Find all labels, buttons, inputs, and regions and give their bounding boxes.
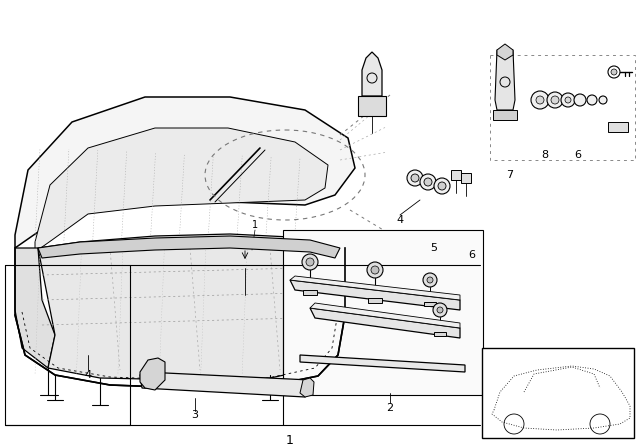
Polygon shape bbox=[140, 358, 165, 390]
Polygon shape bbox=[290, 276, 460, 300]
Circle shape bbox=[433, 303, 447, 317]
Bar bbox=[608, 122, 628, 132]
Circle shape bbox=[547, 92, 563, 108]
Bar bbox=[283, 230, 483, 395]
Polygon shape bbox=[362, 52, 382, 96]
Circle shape bbox=[423, 273, 437, 287]
Circle shape bbox=[437, 307, 443, 313]
Polygon shape bbox=[300, 378, 314, 397]
Text: 8: 8 bbox=[541, 150, 548, 160]
Text: 6: 6 bbox=[575, 150, 582, 160]
Circle shape bbox=[587, 95, 597, 105]
Circle shape bbox=[551, 96, 559, 104]
Polygon shape bbox=[300, 355, 465, 372]
Text: 1: 1 bbox=[252, 220, 258, 230]
Circle shape bbox=[434, 178, 450, 194]
Circle shape bbox=[565, 97, 571, 103]
Bar bbox=[482, 348, 634, 438]
Bar bbox=[493, 110, 517, 120]
Circle shape bbox=[424, 178, 432, 186]
Circle shape bbox=[531, 91, 549, 109]
Circle shape bbox=[561, 93, 575, 107]
Circle shape bbox=[574, 94, 586, 106]
Polygon shape bbox=[35, 128, 328, 252]
Circle shape bbox=[599, 96, 607, 104]
Bar bbox=[461, 173, 471, 183]
Polygon shape bbox=[310, 303, 460, 328]
Circle shape bbox=[302, 254, 318, 270]
Bar bbox=[424, 302, 436, 306]
Circle shape bbox=[367, 262, 383, 278]
Text: 4: 4 bbox=[84, 370, 92, 380]
Bar bbox=[358, 96, 386, 116]
Polygon shape bbox=[38, 234, 340, 380]
Circle shape bbox=[611, 69, 617, 75]
Polygon shape bbox=[15, 248, 55, 368]
Polygon shape bbox=[497, 44, 513, 60]
Polygon shape bbox=[310, 308, 460, 338]
Text: 1: 1 bbox=[286, 434, 294, 447]
Circle shape bbox=[427, 277, 433, 283]
Polygon shape bbox=[290, 280, 460, 310]
Circle shape bbox=[438, 182, 446, 190]
Polygon shape bbox=[495, 50, 515, 110]
Polygon shape bbox=[318, 248, 340, 368]
Text: 2: 2 bbox=[387, 403, 394, 413]
Circle shape bbox=[407, 170, 423, 186]
Circle shape bbox=[536, 96, 544, 104]
Bar bbox=[490, 55, 635, 160]
Bar bbox=[303, 290, 317, 295]
Bar bbox=[368, 298, 382, 303]
Text: 7: 7 bbox=[506, 170, 513, 180]
Circle shape bbox=[411, 174, 419, 182]
Text: 4: 4 bbox=[396, 215, 404, 225]
Circle shape bbox=[420, 174, 436, 190]
Polygon shape bbox=[140, 372, 310, 397]
Text: 3: 3 bbox=[191, 410, 198, 420]
Circle shape bbox=[306, 258, 314, 266]
Bar bbox=[451, 170, 461, 180]
Text: 5: 5 bbox=[431, 243, 438, 253]
Polygon shape bbox=[15, 97, 355, 248]
Polygon shape bbox=[38, 236, 340, 258]
Circle shape bbox=[371, 266, 379, 274]
Bar bbox=[434, 332, 446, 336]
Text: 6: 6 bbox=[468, 250, 476, 260]
